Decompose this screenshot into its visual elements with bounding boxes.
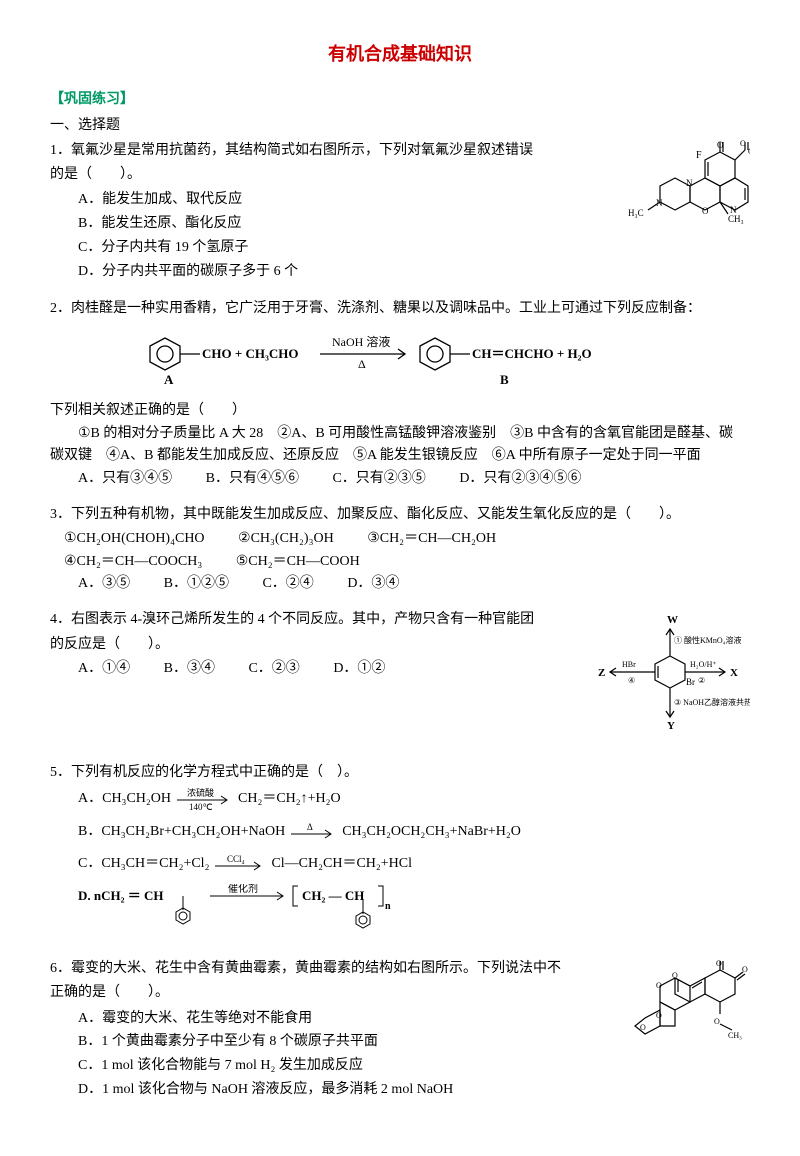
question-4: Br W ① 酸性KMnO₄溶液 X H₂O/H⁺ ② Y ③ NaOH乙醇溶液… [50,609,750,747]
q2-sub3: 碳双键 ④A、B 都能发生加成反应、还原反应 ⑤A 能发生银镜反应 ⑥A 中所有… [50,445,750,467]
q5-option-a: A．CH₃CH₂OH 浓硫酸 140℃ CH₂＝CH₂↑+H₂O [78,786,750,812]
q2-cond-top: NaOH 溶液 [332,334,390,349]
svg-text:HBr: HBr [622,660,636,669]
svg-text:X: X [730,667,738,679]
svg-text:催化剂: 催化剂 [228,884,258,895]
svg-text:②: ② [698,676,705,685]
q2-label-b: B [500,372,509,386]
question-2: 2．肉桂醛是一种实用香精，它广泛用于牙膏、洗涤剂、糖果以及调味品中。工业上可通过… [50,298,750,490]
question-5: 5．下列有机反应的化学方程式中正确的是（ ）。 A．CH₃CH₂OH 浓硫酸 1… [50,762,750,944]
svg-text:Y: Y [667,720,675,732]
q5-option-d: D. nCH₂ ＝ CH 催化剂 CH₂ — CH n [78,884,750,944]
svg-text:CH＝CHCHO + H₂O: CH＝CHCHO + H₂O [472,346,592,361]
svg-text:CH₃: CH₃ [728,214,744,224]
q4-option-d: D．①② [333,661,385,676]
svg-text:OH: OH [748,147,750,156]
question-6: O O O O O O O CH₃ [50,958,750,1102]
q4-option-a: A．①④ [78,661,130,676]
page-title: 有机合成基础知识 [50,40,750,69]
svg-text:Z: Z [598,667,605,679]
q2-sub1: 下列相关叙述正确的是（ ） [50,400,750,422]
svg-text:W: W [667,614,678,626]
q3-stem: 3．下列五种有机物，其中既能发生加成反应、加聚反应、酯化反应、又能发生氧化反应的… [50,504,750,526]
svg-text:③ NaOH乙醇溶液共热: ③ NaOH乙醇溶液共热 [674,697,750,707]
q6-structure-figure: O O O O O O O CH₃ [620,958,750,1086]
svg-text:浓硫酸: 浓硫酸 [187,787,214,798]
svg-text:Δ: Δ [307,822,313,832]
q5-option-b: B．CH₃CH₂Br+CH₃CH₂OH+NaOH Δ CH₃CH₂OCH₂CH₃… [78,820,750,844]
q2-reaction-figure: CHO + CH₃CHO A NaOH 溶液 Δ CH＝CHCHO + H₂O … [50,326,750,394]
svg-text:Br: Br [686,677,695,687]
sub-section: 一、选择题 [50,115,750,137]
question-1: O O OH F N O CH₃ N N H₃C [50,140,750,284]
q3-option-b: B．①②⑤ [164,576,229,591]
section-label: 【巩固练习】 [50,89,750,111]
q5-stem: 5．下列有机反应的化学方程式中正确的是（ ）。 [50,762,750,784]
q3-item-5: ⑤CH₂＝CH—COOH [236,554,360,569]
svg-text:O: O [740,140,746,148]
q2-option-c: C．只有②③⑤ [332,471,425,486]
svg-text:④: ④ [628,676,635,685]
svg-text:H₃C: H₃C [628,208,644,218]
svg-text:H₂O/H⁺: H₂O/H⁺ [690,660,717,669]
svg-text:O: O [742,965,748,974]
question-3: 3．下列五种有机物，其中既能发生加成反应、加聚反应、酯化反应、又能发生氧化反应的… [50,504,750,596]
svg-text:① 酸性KMnO₄溶液: ① 酸性KMnO₄溶液 [674,635,741,645]
q4-option-c: C．②③ [248,661,299,676]
svg-text:CCl₄: CCl₄ [227,854,245,864]
svg-text:O: O [702,206,709,216]
svg-text:N: N [686,178,693,188]
svg-text:F: F [696,150,702,161]
q3-item-4: ④CH₂＝CH—COOCH₃ [64,554,202,569]
svg-text:CHO + CH₃CHO: CHO + CH₃CHO [202,346,299,361]
q2-option-a: A．只有③④⑤ [78,471,172,486]
svg-text:n: n [385,901,391,912]
svg-text:CH₂ — CH: CH₂ — CH [302,888,364,903]
svg-text:O: O [640,1023,646,1032]
svg-text:140℃: 140℃ [189,802,213,812]
svg-text:O: O [716,959,722,968]
svg-text:O: O [656,981,662,990]
svg-text:O: O [714,1017,720,1026]
q2-stem: 2．肉桂醛是一种实用香精，它广泛用于牙膏、洗涤剂、糖果以及调味品中。工业上可通过… [50,298,750,320]
q4-option-b: B．③④ [164,661,215,676]
title-text: 有机合成基础知识 [328,44,472,64]
q2-label-a: A [164,372,174,386]
q4-scheme-figure: Br W ① 酸性KMnO₄溶液 X H₂O/H⁺ ② Y ③ NaOH乙醇溶液… [580,609,750,747]
svg-text:D. nCH₂ ＝ CH: D. nCH₂ ＝ CH [78,888,164,903]
svg-text:CH₃: CH₃ [728,1031,742,1040]
q2-option-d: D．只有②③④⑤⑥ [459,471,581,486]
section-label-text: 【巩固练习】 [50,92,134,107]
svg-text:O: O [672,971,678,980]
q2-option-b: B．只有④⑤⑥ [206,471,299,486]
q3-item-1: ①CH₂OH(CHOH)₄CHO [64,531,205,546]
q2-sub2: ①B 的相对分子质量比 A 大 28 ②A、B 可用酸性高锰酸钾溶液鉴别 ③B … [50,423,750,445]
q1-structure-figure: O O OH F N O CH₃ N N H₃C [610,140,750,268]
q5-option-c: C．CH₃CH＝CH₂+Cl₂ CCl₄ Cl—CH₂CH＝CH₂+HCl [78,852,750,876]
svg-text:O: O [717,140,724,150]
q3-item-3: ③CH₂＝CH—CH₂OH [367,531,496,546]
q3-option-c: C．②④ [262,576,313,591]
q3-item-2: ②CH₃(CH₂)₃OH [238,531,334,546]
q3-option-a: A．③⑤ [78,576,130,591]
q3-option-d: D．③④ [347,576,399,591]
svg-text:O: O [656,1011,662,1020]
q2-cond-bot: Δ [358,357,366,371]
